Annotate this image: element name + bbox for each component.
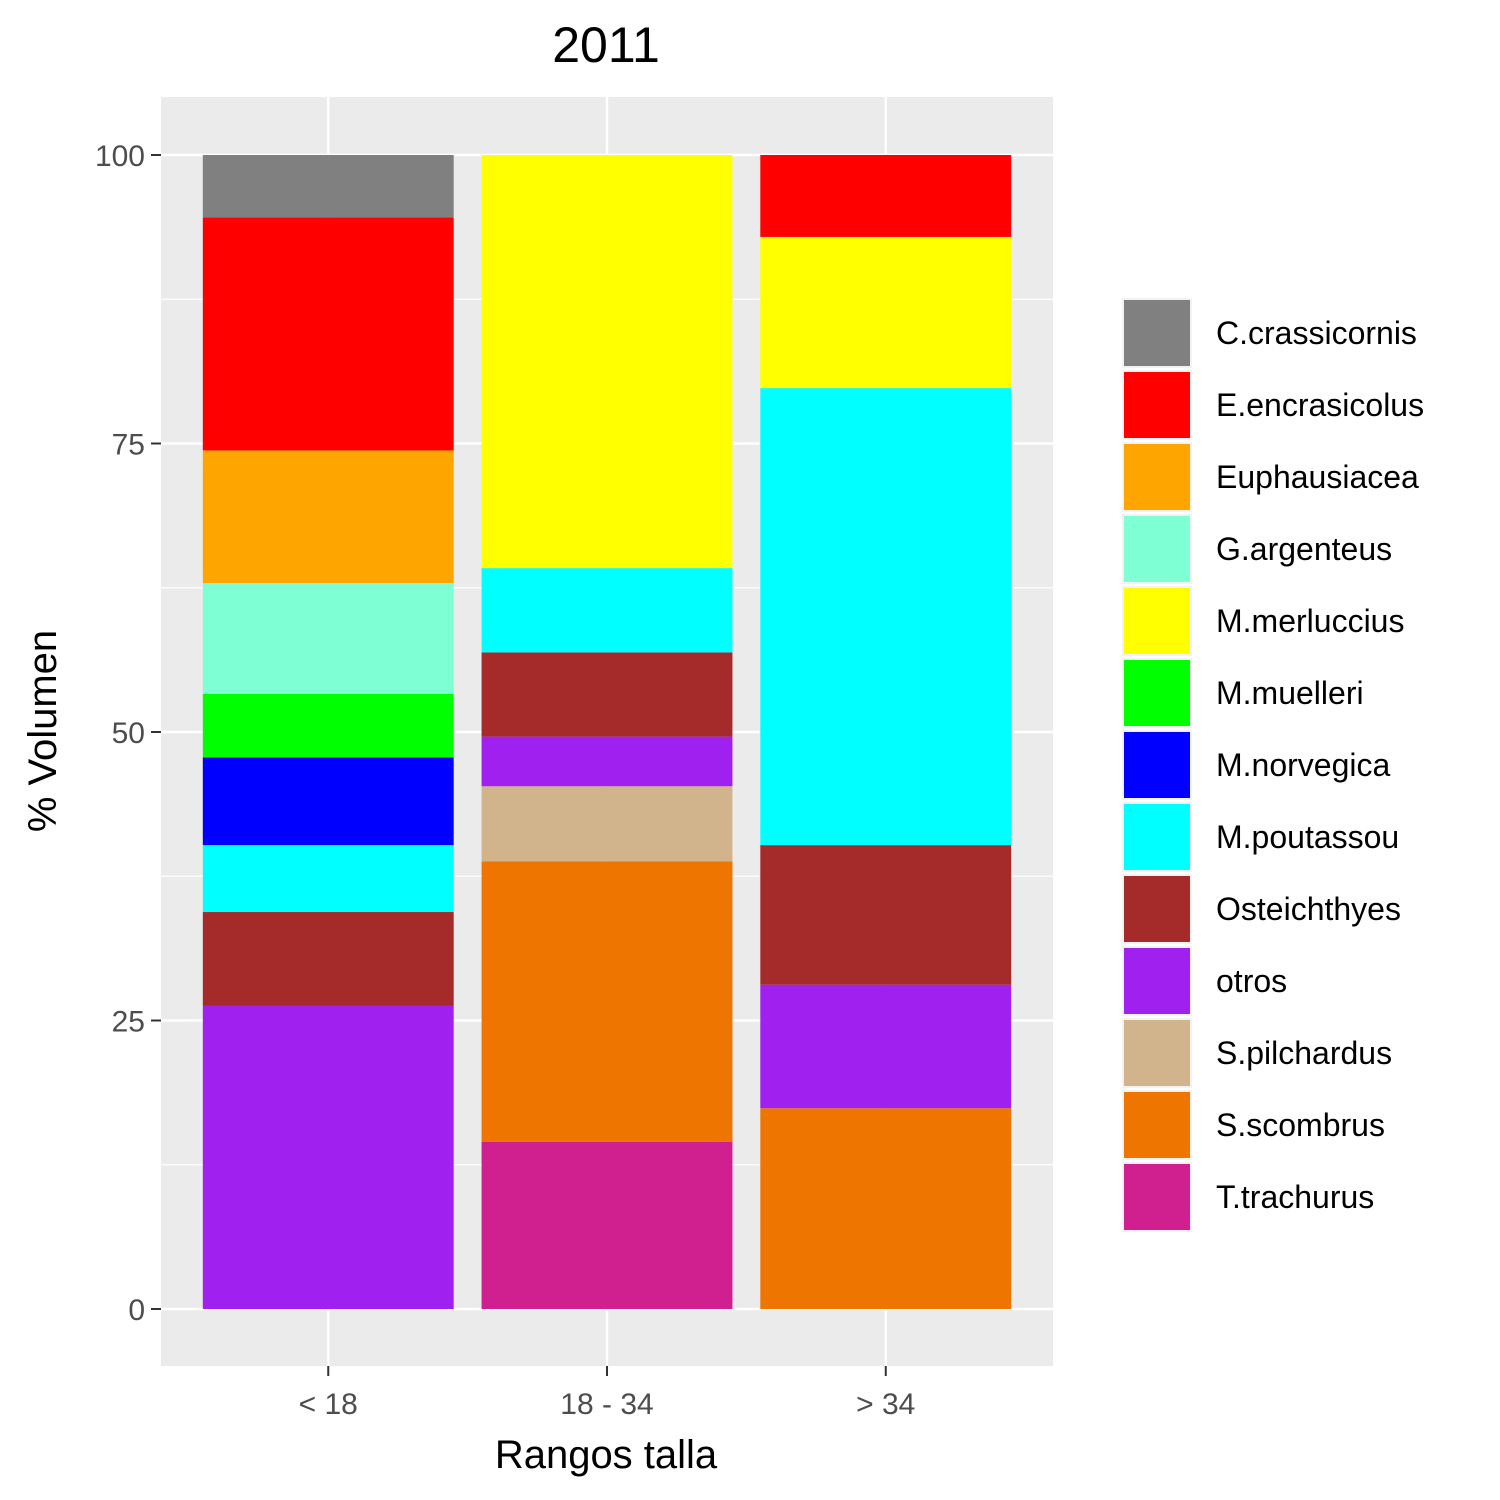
bar-segment — [481, 1141, 733, 1309]
bar-segment — [760, 388, 1012, 846]
bar-segment — [481, 652, 733, 737]
legend-label: M.muelleri — [1216, 675, 1364, 711]
legend-swatch — [1124, 660, 1190, 726]
bar-segment — [760, 1108, 1012, 1309]
bar-segment — [202, 217, 454, 451]
y-tick-label: 100 — [95, 140, 145, 173]
y-tick-label: 75 — [112, 429, 145, 462]
bar-segment — [202, 583, 454, 694]
axes: 0 25 50 75 100 < 18 18 - 34 > 34 — [95, 140, 915, 1421]
bar-segment — [481, 786, 733, 862]
legend-label: T.trachurus — [1216, 1179, 1374, 1215]
legend-swatch — [1124, 804, 1190, 870]
legend-swatch — [1124, 1164, 1190, 1230]
legend-label: M.norvegica — [1216, 747, 1391, 783]
legend-label: G.argenteus — [1216, 531, 1392, 567]
bar-segment — [760, 984, 1012, 1109]
bar-segment — [202, 845, 454, 913]
x-tick-label: < 18 — [299, 1388, 358, 1421]
bar-segment — [760, 236, 1012, 389]
bars — [202, 155, 1012, 1309]
legend-label: M.poutassou — [1216, 819, 1399, 855]
legend-label: C.crassicornis — [1216, 315, 1417, 351]
bar-segment — [481, 861, 733, 1142]
legend-swatch — [1124, 516, 1190, 582]
legend-label: E.encrasicolus — [1216, 387, 1424, 423]
bar-segment — [202, 155, 454, 218]
x-tick-label: > 34 — [856, 1388, 915, 1421]
chart-title: 2011 — [552, 17, 660, 73]
legend-swatch — [1124, 732, 1190, 798]
bar-segment — [481, 568, 733, 653]
bar-segment — [481, 155, 733, 569]
bar-segment — [481, 736, 733, 787]
legend-swatch — [1124, 300, 1190, 366]
legend: C.crassicornis E.encrasicolus Euphausiacea… — [1122, 298, 1424, 1232]
y-axis-title: % Volumen — [21, 630, 65, 832]
legend-label: otros — [1216, 963, 1287, 999]
legend-label: S.scombrus — [1216, 1107, 1385, 1143]
legend-label: M.merluccius — [1216, 603, 1404, 639]
bar-segment — [760, 155, 1012, 237]
legend-swatch — [1124, 876, 1190, 942]
bar-segment — [202, 912, 454, 1006]
x-tick-label: 18 - 34 — [560, 1388, 653, 1421]
x-axis-title: Rangos talla — [495, 1433, 718, 1477]
bar-segment — [760, 845, 1012, 985]
bar-segment — [202, 757, 454, 846]
bar-segment — [202, 693, 454, 758]
y-tick-label: 25 — [112, 1006, 145, 1039]
y-tick-label: 50 — [112, 717, 145, 750]
legend-label: S.pilchardus — [1216, 1035, 1392, 1071]
bar-segment — [202, 1005, 454, 1309]
y-tick-label: 0 — [128, 1294, 145, 1327]
bar-segment — [202, 450, 454, 584]
legend-swatch — [1124, 948, 1190, 1014]
legend-label: Osteichthyes — [1216, 891, 1401, 927]
legend-swatch — [1124, 372, 1190, 438]
legend-label: Euphausiacea — [1216, 459, 1419, 495]
legend-swatch — [1124, 1092, 1190, 1158]
legend-swatch — [1124, 1020, 1190, 1086]
legend-swatch — [1124, 444, 1190, 510]
legend-swatch — [1124, 588, 1190, 654]
